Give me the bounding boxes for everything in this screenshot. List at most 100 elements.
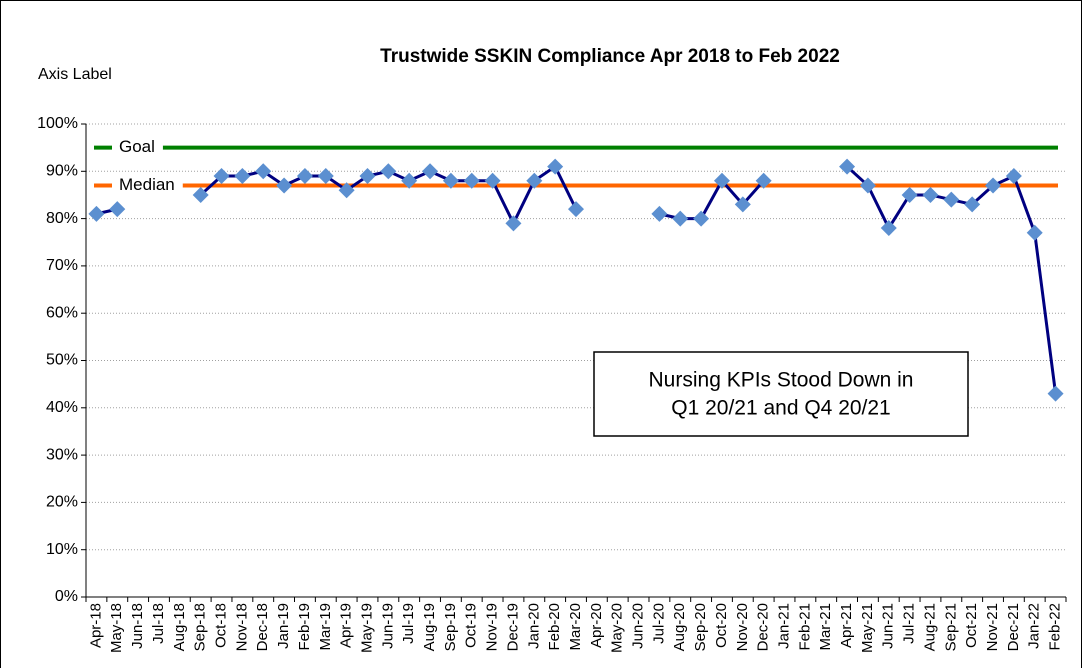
x-tick-label: Sep-20 (692, 603, 709, 651)
x-tick-label: Feb-20 (546, 603, 563, 651)
x-tick-label: Jun-20 (630, 603, 647, 649)
y-tick-label: 40% (46, 399, 78, 416)
x-tick-label: Aug-18 (171, 603, 188, 651)
data-point (839, 158, 856, 175)
data-point (338, 182, 355, 199)
data-point (88, 205, 105, 222)
data-point (651, 205, 668, 222)
x-tick-label: Feb-19 (296, 603, 313, 651)
data-point (484, 172, 501, 189)
data-point (859, 177, 876, 194)
x-tick-label: Apr-21 (838, 603, 855, 648)
x-tick-label: Oct-19 (463, 603, 480, 648)
data-point (213, 168, 230, 185)
x-tick-label: Dec-20 (755, 603, 772, 651)
x-tick-label: Jun-18 (129, 603, 146, 649)
x-tick-label: Jun-21 (880, 603, 897, 649)
data-point (276, 177, 293, 194)
x-tick-label: Oct-20 (713, 603, 730, 648)
y-tick-label: 10% (46, 541, 78, 558)
x-tick-label: May-20 (609, 603, 626, 653)
reference-label: Goal (119, 137, 155, 156)
y-tick-label: 90% (46, 163, 78, 180)
data-point (922, 186, 939, 203)
x-tick-label: Jul-19 (400, 603, 417, 644)
y-tick-label: 70% (46, 257, 78, 274)
y-tick-label: 50% (46, 352, 78, 369)
x-tick-label: Mar-21 (817, 603, 834, 651)
x-tick-label: Sep-18 (192, 603, 209, 651)
x-tick-label: May-19 (358, 603, 375, 653)
data-point (380, 163, 397, 180)
data-point (693, 210, 710, 227)
x-tick-label: Jul-20 (650, 603, 667, 644)
data-point (505, 215, 522, 232)
y-tick-label: 60% (46, 304, 78, 321)
data-point (401, 172, 418, 189)
x-tick-label: Aug-19 (421, 603, 438, 651)
data-point (1026, 224, 1043, 241)
data-point (442, 172, 459, 189)
x-tick-label: Nov-18 (233, 603, 250, 651)
x-tick-label: May-21 (859, 603, 876, 653)
x-tick-label: Jul-21 (901, 603, 918, 644)
x-tick-label: Feb-21 (796, 603, 813, 651)
x-tick-label: Nov-20 (734, 603, 751, 651)
data-point (568, 201, 584, 218)
annotation-text: Nursing KPIs Stood Down in (649, 369, 914, 392)
y-axis-label: Axis Label (38, 66, 112, 83)
data-point (734, 196, 751, 213)
data-point (526, 172, 543, 189)
annotation-box (593, 351, 969, 437)
reference-label: Median (119, 175, 175, 194)
x-tick-label: Apr-19 (338, 603, 355, 648)
y-tick-label: 100% (37, 115, 78, 132)
x-tick-label: Jun-19 (379, 603, 396, 649)
x-tick-label: Jan-21 (775, 603, 792, 649)
data-point (359, 168, 376, 185)
x-tick-label: Oct-21 (963, 603, 980, 648)
x-tick-label: Nov-21 (984, 603, 1001, 651)
x-tick-label: Apr-20 (588, 603, 605, 648)
y-tick-label: 30% (46, 446, 78, 463)
data-point (234, 168, 251, 185)
x-tick-label: Dec-18 (254, 603, 271, 651)
x-tick-label: May-18 (108, 603, 125, 653)
data-point (1005, 168, 1022, 185)
data-point (317, 168, 334, 185)
x-tick-label: Nov-19 (484, 603, 501, 651)
data-point (296, 168, 313, 185)
x-tick-label: Mar-19 (317, 603, 334, 651)
x-tick-label: Dec-21 (1005, 603, 1022, 651)
data-point (463, 172, 480, 189)
data-point (422, 163, 439, 180)
y-tick-label: 80% (46, 210, 78, 227)
x-tick-label: Sep-19 (442, 603, 459, 651)
x-tick-label: Aug-20 (671, 603, 688, 651)
data-point (713, 172, 730, 189)
data-point (755, 172, 772, 189)
data-point (109, 201, 126, 218)
chart-title: Trustwide SSKIN Compliance Apr 2018 to F… (380, 46, 840, 67)
x-tick-label: Jan-22 (1026, 603, 1043, 649)
y-tick-label: 20% (46, 494, 78, 511)
x-tick-label: Jan-20 (525, 603, 542, 649)
annotation-text: Q1 20/21 and Q4 20/21 (671, 397, 891, 420)
x-tick-label: Apr-18 (87, 603, 104, 648)
data-point (901, 186, 918, 203)
x-tick-label: Jan-19 (275, 603, 292, 649)
y-tick-label: 0% (55, 588, 78, 605)
data-point (192, 186, 209, 203)
x-tick-label: Sep-21 (942, 603, 959, 651)
x-tick-label: Feb-22 (1047, 603, 1064, 651)
data-point (985, 177, 1002, 194)
x-tick-label: Aug-21 (921, 603, 938, 651)
data-point (880, 220, 897, 237)
x-tick-label: Mar-20 (567, 603, 584, 651)
x-tick-label: Oct-18 (213, 603, 230, 648)
data-point (943, 191, 960, 208)
x-tick-label: Jul-18 (150, 603, 167, 644)
data-point (547, 158, 564, 175)
